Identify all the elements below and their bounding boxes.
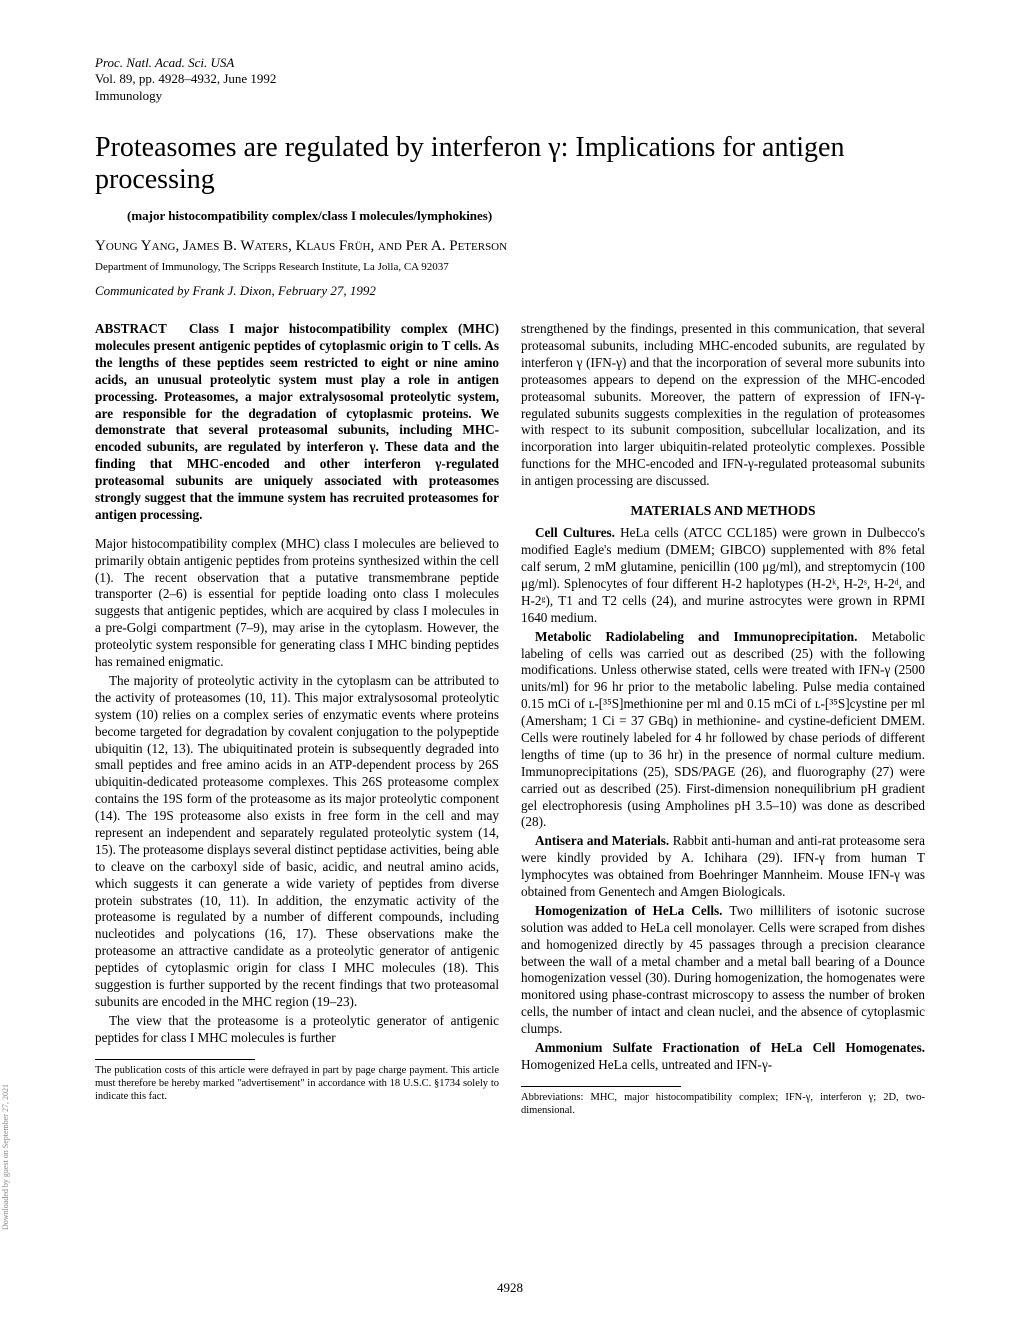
journal-header: Proc. Natl. Acad. Sci. USA Vol. 89, pp. … xyxy=(95,55,925,104)
ammonium-text: Homogenized HeLa cells, untreated and IF… xyxy=(521,1057,772,1072)
intro-para-1: Major histocompatibility complex (MHC) c… xyxy=(95,536,499,671)
footnote-rule-right xyxy=(521,1086,681,1087)
two-column-content: ABSTRACTClass I major histocompatibility… xyxy=(95,321,925,1117)
metabolic-label: Metabolic Radiolabeling and Immunoprecip… xyxy=(535,629,857,644)
journal-section: Immunology xyxy=(95,88,925,104)
ammonium-label: Ammonium Sulfate Fractionation of HeLa C… xyxy=(535,1040,925,1055)
abstract: ABSTRACTClass I major histocompatibility… xyxy=(95,321,499,524)
footnote-left: The publication costs of this article we… xyxy=(95,1064,499,1103)
affiliation: Department of Immunology, The Scripps Re… xyxy=(95,261,925,273)
materials-heading: MATERIALS AND METHODS xyxy=(521,502,925,519)
antisera-label: Antisera and Materials. xyxy=(535,833,669,848)
abstract-label: ABSTRACT xyxy=(95,321,167,336)
antisera-para: Antisera and Materials. Rabbit anti-huma… xyxy=(521,833,925,901)
download-watermark: Downloaded by guest on September 27, 202… xyxy=(1,1084,10,1230)
authors: Young Yang, James B. Waters, Klaus Früh,… xyxy=(95,238,925,255)
intro-para-2: The majority of proteolytic activity in … xyxy=(95,673,499,1011)
page-number: 4928 xyxy=(497,1280,523,1296)
homogenization-label: Homogenization of HeLa Cells. xyxy=(535,903,722,918)
intro-para-4: strengthened by the findings, presented … xyxy=(521,321,925,490)
abstract-text: Class I major histocompatibility complex… xyxy=(95,321,499,522)
article-title: Proteasomes are regulated by interferon … xyxy=(95,132,925,196)
communicated-by: Communicated by Frank J. Dixon, February… xyxy=(95,283,925,299)
article-subtitle: (major histocompatibility complex/class … xyxy=(95,208,925,224)
journal-name: Proc. Natl. Acad. Sci. USA xyxy=(95,55,925,71)
metabolic-para: Metabolic Radiolabeling and Immunoprecip… xyxy=(521,629,925,832)
cell-cultures-label: Cell Cultures. xyxy=(535,525,615,540)
cell-cultures-para: Cell Cultures. HeLa cells (ATCC CCL185) … xyxy=(521,525,925,626)
metabolic-text: Metabolic labeling of cells was carried … xyxy=(521,629,925,830)
homogenization-text: Two milliliters of isotonic sucrose solu… xyxy=(521,903,925,1036)
journal-volume: Vol. 89, pp. 4928–4932, June 1992 xyxy=(95,71,925,87)
footnote-right: Abbreviations: MHC, major histocompatibi… xyxy=(521,1091,925,1117)
ammonium-para: Ammonium Sulfate Fractionation of HeLa C… xyxy=(521,1040,925,1074)
footnote-rule-left xyxy=(95,1059,255,1060)
homogenization-para: Homogenization of HeLa Cells. Two millil… xyxy=(521,903,925,1038)
intro-para-3: The view that the proteasome is a proteo… xyxy=(95,1013,499,1047)
